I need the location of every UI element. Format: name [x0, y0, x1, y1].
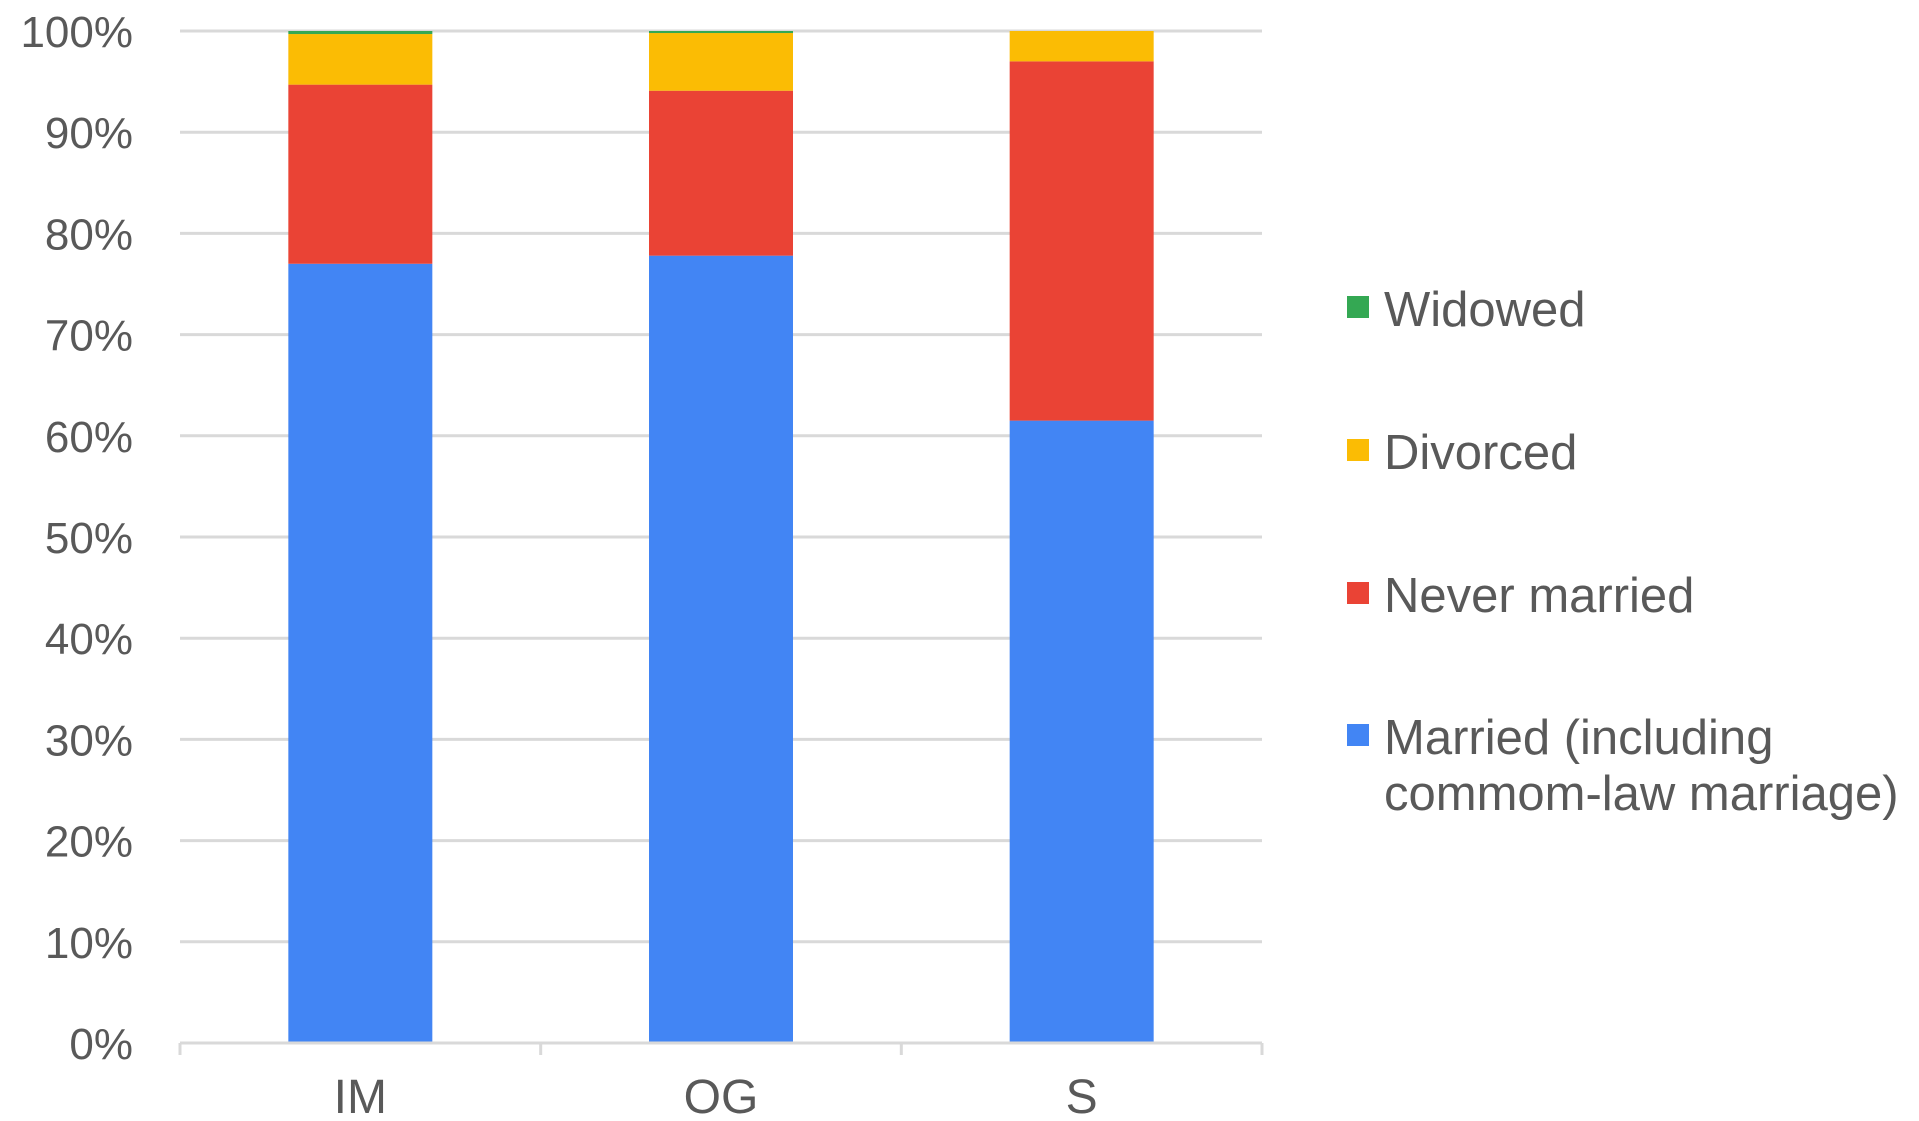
legend-item: Widowed: [1347, 283, 1586, 337]
bar-segment-im-0: [288, 264, 432, 1043]
y-axis-tick-labels: 0% 10% 20% 30% 40% 50% 60% 70% 80% 90% 100%: [20, 8, 133, 1069]
x-category-label: S: [1066, 1071, 1098, 1121]
y-tick-label: 0%: [69, 1020, 133, 1069]
legend-label: Never married: [1384, 569, 1694, 623]
bar-stacks: [288, 31, 1153, 1043]
bar-segment-og-2: [649, 33, 793, 91]
y-tick-label: 100%: [20, 8, 133, 57]
y-tick-label: 70%: [45, 312, 133, 361]
legend-swatch: [1347, 439, 1369, 461]
legend-swatch: [1347, 582, 1369, 604]
bar-segment-og-3: [649, 31, 793, 33]
bar-segment-im-3: [288, 31, 432, 34]
legend-label: Widowed: [1384, 283, 1586, 337]
legend-swatch: [1347, 724, 1369, 746]
y-tick-label: 40%: [45, 615, 133, 664]
y-tick-label: 20%: [45, 818, 133, 867]
legend-label-line: Never married: [1384, 569, 1694, 623]
x-category-label: OG: [684, 1071, 759, 1121]
bar-segment-s-0: [1010, 421, 1154, 1043]
bar-segment-s-2: [1010, 31, 1154, 61]
bar-segment-im-1: [288, 85, 432, 264]
legend-label-line: Married (including: [1384, 711, 1773, 765]
bar-segment-im-2: [288, 34, 432, 85]
y-tick-label: 30%: [45, 716, 133, 765]
legend-label-line: Widowed: [1384, 283, 1586, 337]
y-tick-label: 80%: [45, 210, 133, 259]
bar-segment-og-1: [649, 91, 793, 256]
x-axis: IM OG S: [180, 1043, 1262, 1121]
legend-swatch: [1347, 296, 1369, 318]
y-tick-label: 90%: [45, 109, 133, 158]
legend: Widowed Divorced Never married Married (inc…: [1347, 283, 1899, 821]
x-category-label: IM: [334, 1071, 387, 1121]
legend-item: Married (including commom-law marriage): [1347, 711, 1899, 821]
legend-label-line: commom-law marriage): [1384, 767, 1899, 821]
bar-segment-og-0: [649, 256, 793, 1043]
y-tick-label: 10%: [45, 919, 133, 968]
legend-item: Never married: [1347, 569, 1694, 623]
legend-label: Married (including commom-law marriage): [1384, 711, 1899, 821]
legend-label: Divorced: [1384, 426, 1577, 480]
legend-item: Divorced: [1347, 426, 1577, 480]
y-tick-label: 50%: [45, 514, 133, 563]
legend-label-line: Divorced: [1384, 426, 1577, 480]
y-tick-label: 60%: [45, 413, 133, 462]
bar-segment-s-1: [1010, 61, 1154, 420]
